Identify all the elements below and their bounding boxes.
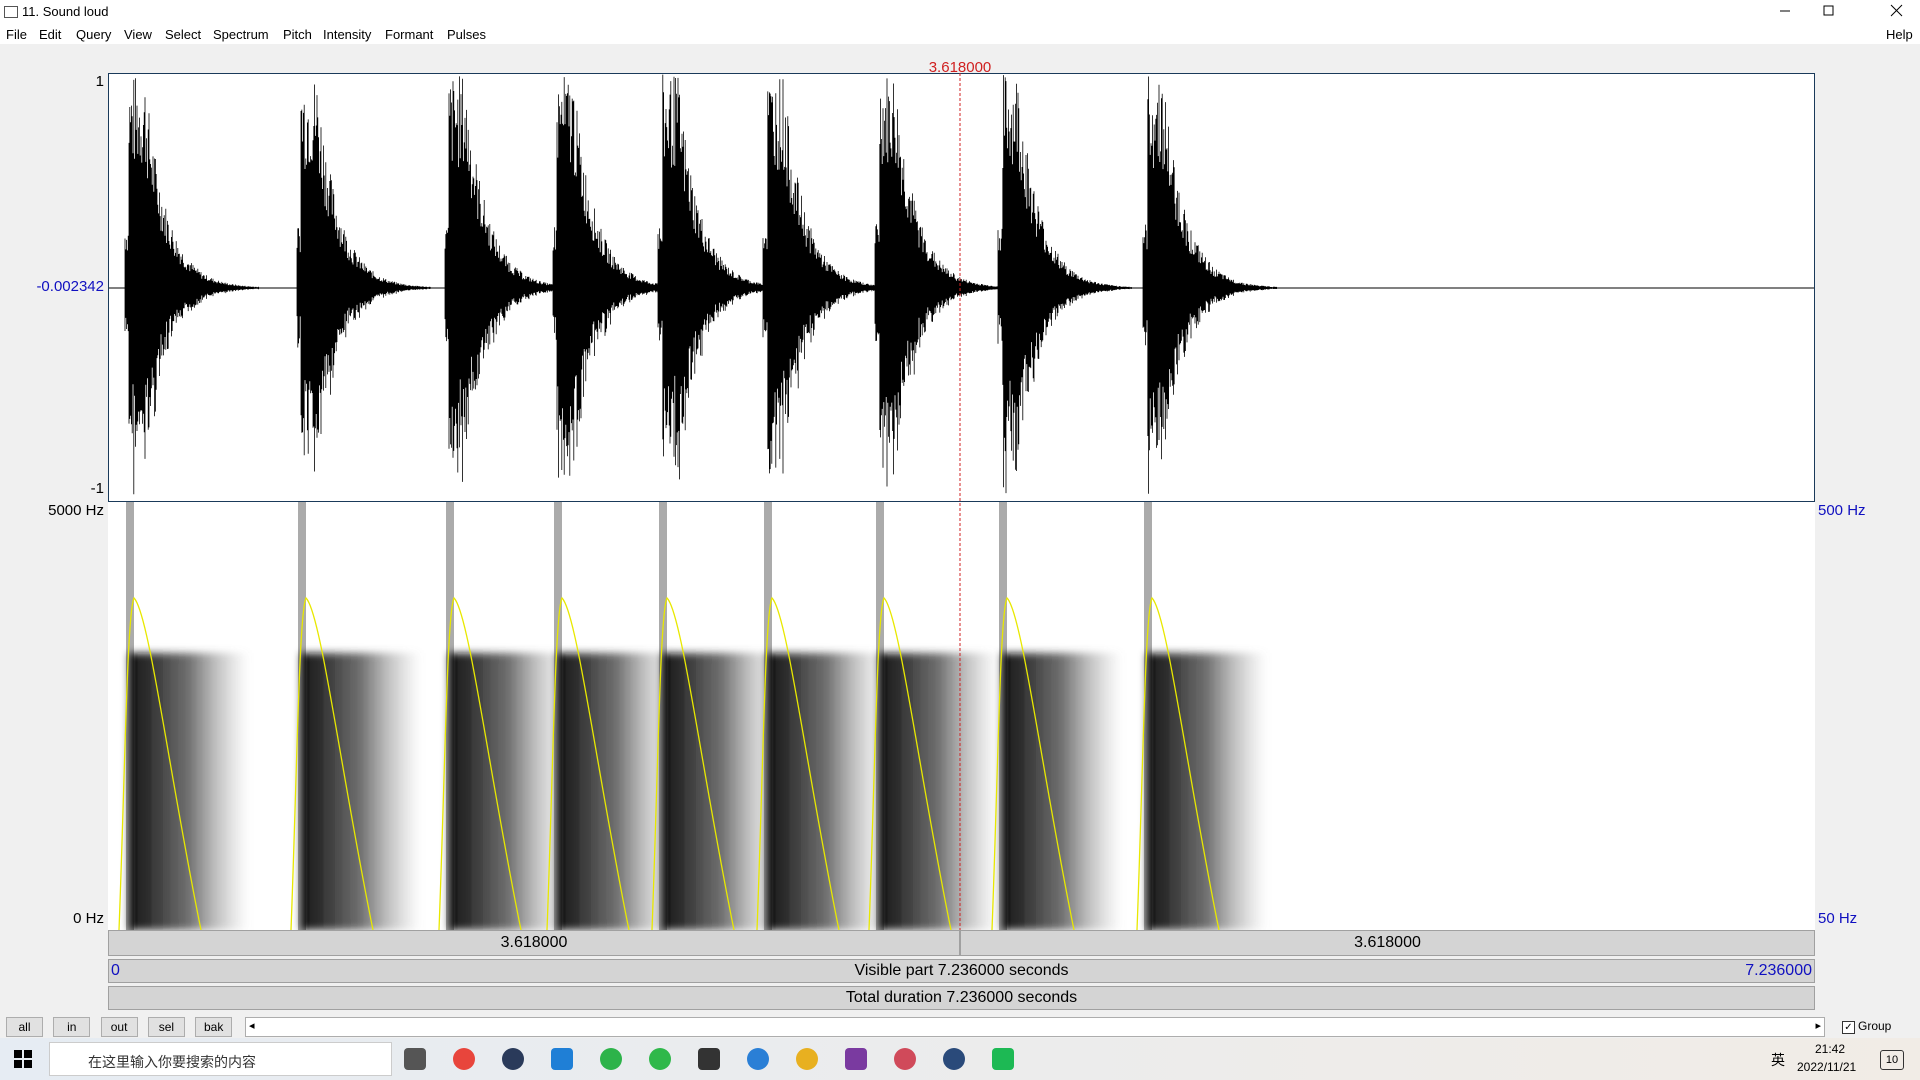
visible-start: 0 bbox=[111, 962, 120, 979]
intensity-curve bbox=[438, 596, 522, 930]
pitch-axis-label: 500 Hz bbox=[1818, 502, 1866, 519]
wave-axis-label: 1 bbox=[95, 73, 104, 90]
taskbar-icon[interactable] bbox=[404, 1048, 426, 1070]
title-bar: 11. Sound loud bbox=[0, 0, 1920, 26]
zoom-button[interactable]: out bbox=[100, 1017, 138, 1037]
taskbar-icon[interactable] bbox=[943, 1048, 965, 1070]
scrollbar[interactable]: ◂ ▸ bbox=[245, 1017, 1825, 1037]
notification-badge[interactable]: 10 bbox=[1880, 1050, 1904, 1070]
visible-label: Visible part 7.236000 seconds bbox=[854, 962, 1069, 979]
start-button[interactable] bbox=[14, 1050, 32, 1068]
menu-item[interactable]: Help bbox=[1886, 27, 1913, 42]
wave-axis-label: -0.002342 bbox=[36, 278, 104, 295]
window-controls[interactable] bbox=[1780, 0, 1920, 26]
menu-item[interactable]: Pitch bbox=[283, 27, 312, 42]
intensity-curve bbox=[651, 596, 735, 930]
spectrogram-energy bbox=[1002, 653, 1122, 930]
part-bar[interactable]: 3.618000 bbox=[960, 930, 1815, 956]
taskbar-icon[interactable] bbox=[747, 1048, 769, 1070]
taskbar-icon[interactable] bbox=[796, 1048, 818, 1070]
zoom-button[interactable]: bak bbox=[195, 1017, 233, 1037]
intensity-curve bbox=[290, 596, 374, 930]
intensity-curve bbox=[756, 596, 840, 930]
total-label: Total duration 7.236000 seconds bbox=[845, 989, 1078, 1006]
menu-item[interactable]: Intensity bbox=[323, 27, 372, 42]
part-label: 3.618000 bbox=[1354, 934, 1421, 951]
menu-item[interactable]: File bbox=[6, 27, 27, 42]
taskbar-icon[interactable] bbox=[992, 1048, 1014, 1070]
total-bar[interactable]: Total duration 7.236000 seconds bbox=[108, 986, 1815, 1010]
menu-item[interactable]: Formant bbox=[385, 27, 434, 42]
part-bar[interactable]: 3.618000 bbox=[108, 930, 960, 956]
search-box[interactable]: 在这里输入你要搜索的内容 bbox=[49, 1042, 392, 1076]
group-label: Group bbox=[1858, 1019, 1892, 1033]
scroll-left[interactable]: ◂ bbox=[249, 1020, 255, 1032]
spectrogram-energy bbox=[879, 653, 999, 930]
menu-item[interactable]: Pulses bbox=[447, 27, 487, 42]
spectrogram-energy bbox=[129, 653, 249, 930]
spectrum-axis-label: 0 Hz bbox=[73, 910, 104, 927]
visible-end: 7.236000 bbox=[1745, 962, 1812, 979]
part-label: 3.618000 bbox=[500, 934, 568, 951]
taskbar-icon[interactable] bbox=[502, 1048, 524, 1070]
taskbar-icon[interactable] bbox=[698, 1048, 720, 1070]
app-icon bbox=[4, 6, 18, 18]
clock-time[interactable]: 21:42 bbox=[1815, 1042, 1846, 1056]
clock-date[interactable]: 2022/11/21 bbox=[1797, 1060, 1857, 1074]
search-placeholder: 在这里输入你要搜索的内容 bbox=[88, 1054, 256, 1070]
intensity-curve bbox=[546, 596, 630, 930]
taskbar-icon[interactable] bbox=[649, 1048, 671, 1070]
intensity-curve bbox=[1136, 596, 1220, 930]
group-checkbox[interactable]: ✓ bbox=[1842, 1021, 1855, 1034]
menu-item[interactable]: Query bbox=[76, 27, 112, 42]
taskbar-icon[interactable] bbox=[845, 1048, 867, 1070]
wave-axis-label: -1 bbox=[90, 480, 104, 497]
spectrum-axis-label: 5000 Hz bbox=[48, 502, 104, 519]
zoom-button[interactable]: in bbox=[53, 1017, 91, 1037]
menu-item[interactable]: Spectrum bbox=[213, 27, 269, 42]
menu-bar: File Edit Query View Select Spectrum Pitch Inte… bbox=[0, 26, 1920, 44]
window-title: 11. Sound loud bbox=[22, 4, 109, 19]
ime-indicator[interactable]: 英 bbox=[1771, 1052, 1785, 1068]
sound-view[interactable] bbox=[108, 73, 1815, 930]
zoom-button[interactable]: sel bbox=[147, 1017, 185, 1037]
spectrogram-energy bbox=[767, 653, 887, 930]
pitch-axis-label: 50 Hz bbox=[1818, 910, 1858, 927]
menu-item[interactable]: Select bbox=[165, 27, 202, 42]
intensity-curve bbox=[868, 596, 952, 930]
menu-item[interactable]: View bbox=[124, 27, 152, 42]
cursor-label: 3.618000 bbox=[928, 59, 992, 76]
taskbar-icon[interactable] bbox=[453, 1048, 475, 1070]
intensity-curve bbox=[991, 596, 1075, 930]
wave-frame bbox=[108, 73, 1815, 502]
taskbar-icon[interactable] bbox=[894, 1048, 916, 1070]
spectrogram-energy bbox=[1147, 653, 1267, 930]
taskbar-icon[interactable] bbox=[600, 1048, 622, 1070]
intensity-curve bbox=[118, 596, 202, 930]
zoom-button[interactable]: all bbox=[6, 1017, 43, 1037]
menu-item[interactable]: Edit bbox=[39, 27, 62, 42]
scroll-right[interactable]: ▸ bbox=[1815, 1020, 1821, 1032]
spectrogram bbox=[118, 502, 1267, 930]
taskbar-icon[interactable] bbox=[551, 1048, 573, 1070]
spectrogram-energy bbox=[301, 653, 421, 930]
taskbar: 在这里输入你要搜索的内容 英 21:42 2022/11/21 10 bbox=[0, 1038, 1920, 1080]
visible-bar[interactable]: 0 Visible part 7.236000 seconds 7.236000 bbox=[108, 959, 1815, 983]
